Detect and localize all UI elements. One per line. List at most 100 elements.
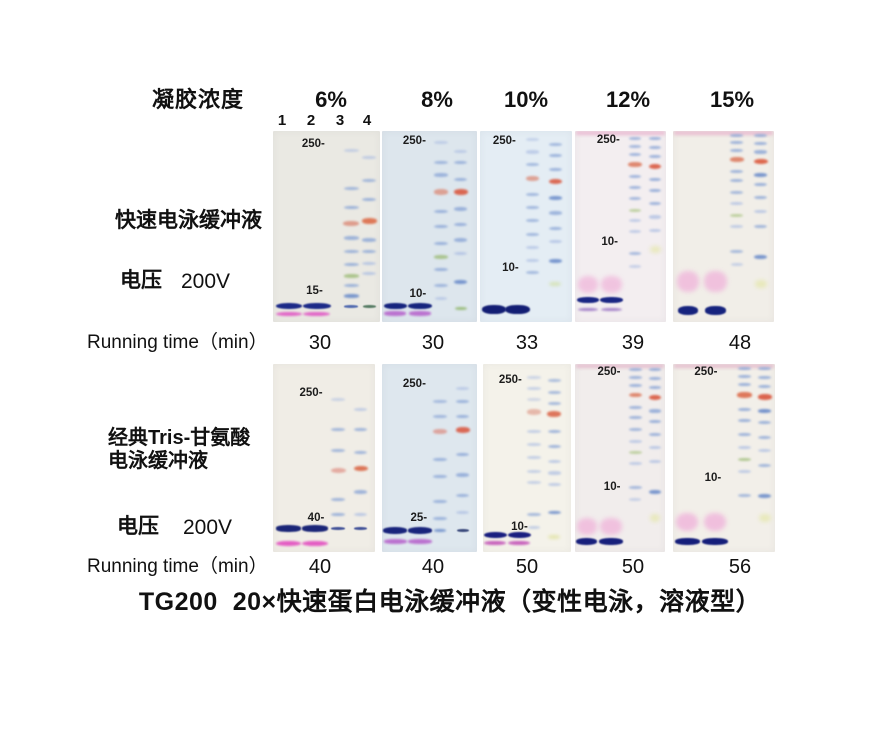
gel-band xyxy=(362,271,377,275)
gel-band xyxy=(330,467,346,473)
concentration-6pct-label: 6% xyxy=(315,87,347,112)
mw-marker-label: 250- xyxy=(299,387,323,400)
gel-band xyxy=(730,249,744,253)
gel-band xyxy=(433,528,447,532)
gel-band xyxy=(548,178,563,185)
mw-marker-label: 10- xyxy=(601,236,618,248)
gel-band xyxy=(331,428,346,432)
running-time-row1-8pct: 30 xyxy=(421,332,445,354)
gel-band xyxy=(629,450,642,454)
gel-band xyxy=(730,202,744,206)
gel-band xyxy=(649,432,661,437)
gel-band xyxy=(758,493,772,498)
gel-band xyxy=(526,245,539,250)
gel-band xyxy=(527,469,541,473)
gel-band xyxy=(276,311,302,317)
gel-band xyxy=(526,138,539,142)
gel-band xyxy=(629,375,642,379)
gel-band xyxy=(737,374,752,378)
gel-band xyxy=(758,448,772,453)
gel-band xyxy=(600,276,622,294)
gel-band xyxy=(547,510,561,515)
gel-band xyxy=(434,267,448,272)
gel-concentration-header-label: 凝胶浓度 xyxy=(152,87,245,112)
running-time-row2-15pct: 56 xyxy=(728,556,752,578)
gel-band xyxy=(676,512,699,532)
gel-band xyxy=(629,462,642,466)
gel-band xyxy=(547,482,561,486)
gel-band xyxy=(629,439,642,443)
gel-band xyxy=(758,409,772,413)
gel-band xyxy=(649,178,661,182)
gel-band xyxy=(649,201,661,206)
gel-band xyxy=(549,240,562,244)
gel-band xyxy=(456,528,469,532)
gel-band xyxy=(648,395,662,401)
gel-band xyxy=(577,276,598,294)
gel-band xyxy=(705,306,726,315)
gel-band xyxy=(384,311,407,316)
gel-photo-row1-15pct xyxy=(673,131,774,322)
gel-band xyxy=(729,157,744,162)
mw-marker-label: 250- xyxy=(301,137,325,150)
gel-band xyxy=(527,398,541,402)
gel-band xyxy=(526,259,539,263)
gel-band xyxy=(507,531,531,539)
gel-band xyxy=(527,375,541,379)
gel-band xyxy=(549,167,562,171)
concentration-10pct-label: 10% xyxy=(503,87,549,112)
gel-band xyxy=(649,215,661,219)
gel-band xyxy=(433,499,447,503)
gel-band xyxy=(628,229,642,233)
gel-band xyxy=(354,527,368,530)
gel-band xyxy=(331,527,346,530)
gel-band xyxy=(549,196,562,200)
gel-band xyxy=(407,527,433,534)
gel-band xyxy=(454,279,468,284)
gel-band xyxy=(275,525,302,532)
gel-band xyxy=(456,510,470,515)
gel-band xyxy=(481,305,506,314)
gel-band xyxy=(526,232,539,236)
gel-band xyxy=(600,296,623,304)
gel-band xyxy=(343,249,359,254)
gel-band xyxy=(354,450,368,455)
gel-band xyxy=(434,209,448,213)
gel-band xyxy=(730,224,744,229)
gel-band xyxy=(757,394,772,400)
gel-band xyxy=(361,217,377,224)
gel-band xyxy=(303,311,331,317)
gel-band xyxy=(649,460,661,464)
gel-band xyxy=(383,302,407,309)
gel-band xyxy=(362,262,377,266)
gel-band xyxy=(758,384,772,389)
gel-band xyxy=(737,392,752,398)
gel-photo-row1-10pct: 250- 10- xyxy=(480,131,572,322)
gel-band xyxy=(408,311,432,316)
gel-band xyxy=(575,538,598,546)
gel-band xyxy=(704,271,727,293)
gel-band xyxy=(526,219,539,223)
gel-band xyxy=(455,426,470,433)
gel-band xyxy=(343,274,359,278)
gel-band xyxy=(456,400,470,404)
mw-marker-label: 250- xyxy=(402,378,426,391)
gel-band xyxy=(754,141,768,145)
gel-band xyxy=(301,525,329,532)
mw-marker-label: 10- xyxy=(704,472,722,485)
gel-band xyxy=(737,383,752,387)
gel-band xyxy=(758,463,772,468)
gel-band xyxy=(547,460,561,464)
gel-band xyxy=(547,390,561,394)
gel-band xyxy=(354,512,368,517)
gel-band xyxy=(547,401,561,406)
gel-band xyxy=(343,186,359,191)
gel-band xyxy=(547,445,561,449)
gel-band xyxy=(648,163,662,169)
gel-band xyxy=(547,379,561,383)
running-time-row1-6pct: 30 xyxy=(308,332,332,354)
running-time-row2-10pct: 50 xyxy=(515,556,539,578)
gel-band xyxy=(505,305,531,314)
gel-band xyxy=(454,207,468,212)
figure-title: TG200 20×快速蛋白电泳缓冲液（变性电泳，溶液型） xyxy=(138,588,762,616)
